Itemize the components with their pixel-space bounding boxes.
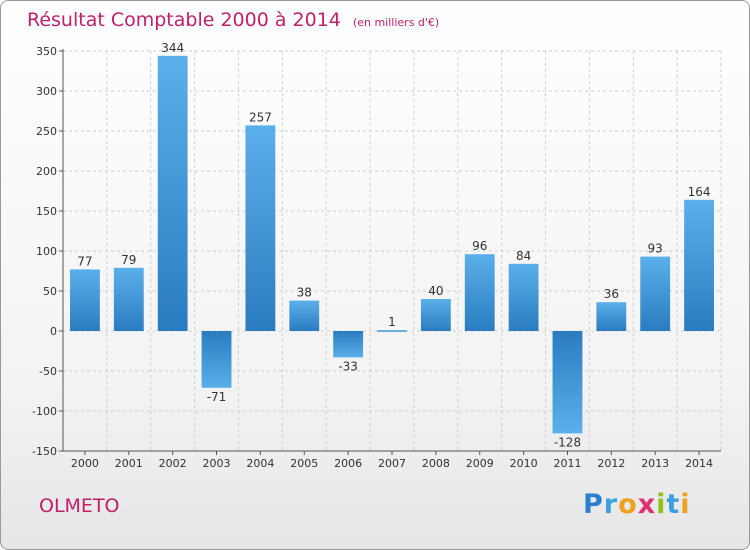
bar — [333, 331, 364, 358]
x-tick-label: 2007 — [378, 457, 406, 470]
x-tick-label: 2014 — [685, 457, 713, 470]
data-label: 96 — [472, 239, 487, 253]
logo-letter: i — [656, 489, 667, 520]
logo-letter: x — [637, 489, 657, 520]
data-label: -128 — [554, 435, 581, 449]
bar — [201, 331, 232, 388]
y-tick-label: 250 — [36, 125, 57, 138]
logo-letter: o — [618, 489, 638, 520]
bar — [596, 302, 627, 331]
y-tick-label: 150 — [36, 205, 57, 218]
x-tick-label: 2003 — [203, 457, 231, 470]
chart-title: Résultat Comptable 2000 à 2014 (en milli… — [27, 9, 439, 31]
bar — [464, 254, 495, 331]
x-tick-label: 2004 — [246, 457, 274, 470]
bar — [377, 330, 407, 332]
x-tick-label: 2000 — [71, 457, 99, 470]
data-label: 344 — [161, 41, 184, 55]
x-tick-label: 2002 — [159, 457, 187, 470]
subtitle-text: (en milliers d'€) — [352, 16, 440, 29]
x-tick-label: 2008 — [422, 457, 450, 470]
axes: -150 -100 -50 0 50 100 150 200 250 300 350 2000 2001… — [32, 45, 721, 470]
x-tick-label: 2011 — [553, 457, 581, 470]
y-tick-label: 200 — [36, 165, 57, 178]
x-tick-label: 2012 — [597, 457, 625, 470]
data-label: 79 — [121, 253, 136, 267]
data-label: 77 — [77, 254, 92, 268]
x-tick-label: 2005 — [290, 457, 318, 470]
y-tick-label: 100 — [36, 245, 57, 258]
bar — [245, 125, 276, 332]
x-tick-label: 2013 — [641, 457, 669, 470]
data-label: 257 — [249, 110, 272, 124]
data-label: -33 — [338, 359, 358, 373]
data-label: 38 — [297, 286, 312, 300]
bar — [640, 256, 671, 331]
y-tick-label: 350 — [36, 45, 57, 58]
x-tick-label: 2009 — [466, 457, 494, 470]
data-label: 40 — [428, 284, 443, 298]
title-text: Résultat Comptable 2000 à 2014 — [27, 9, 341, 31]
x-tick-label: 2001 — [115, 457, 143, 470]
data-label: 36 — [604, 287, 619, 301]
x-tick-label: 2006 — [334, 457, 362, 470]
y-tick-label: -100 — [32, 405, 57, 418]
bar — [552, 331, 583, 434]
bars — [70, 55, 714, 434]
y-tick-label: 0 — [50, 325, 57, 338]
data-label: 164 — [688, 185, 711, 199]
bar — [684, 199, 714, 331]
logo-letter: i — [680, 489, 691, 520]
proxiti-logo: Proxiti — [583, 489, 691, 520]
data-label: 84 — [516, 249, 531, 263]
bar — [289, 300, 320, 331]
city-name: OLMETO — [39, 495, 120, 517]
data-label: 93 — [648, 242, 663, 256]
y-tick-label: -50 — [39, 365, 57, 378]
bar — [508, 263, 539, 331]
y-tick-label: -150 — [32, 445, 57, 458]
y-tick-label: 50 — [43, 285, 57, 298]
logo-letter: r — [603, 489, 619, 520]
logo-letter: t — [666, 489, 681, 520]
data-label: -71 — [207, 390, 227, 404]
logo-letter: P — [583, 489, 604, 520]
value-labels: 77 79 344 -71 257 38 -33 1 40 96 84 -128 36 93 164 — [77, 41, 710, 450]
bar — [420, 299, 451, 331]
y-tick-label: 300 — [36, 85, 57, 98]
bar — [70, 269, 100, 331]
x-tick-label: 2010 — [510, 457, 538, 470]
bar — [113, 267, 144, 331]
data-label: 1 — [388, 315, 396, 329]
bar — [157, 55, 188, 332]
